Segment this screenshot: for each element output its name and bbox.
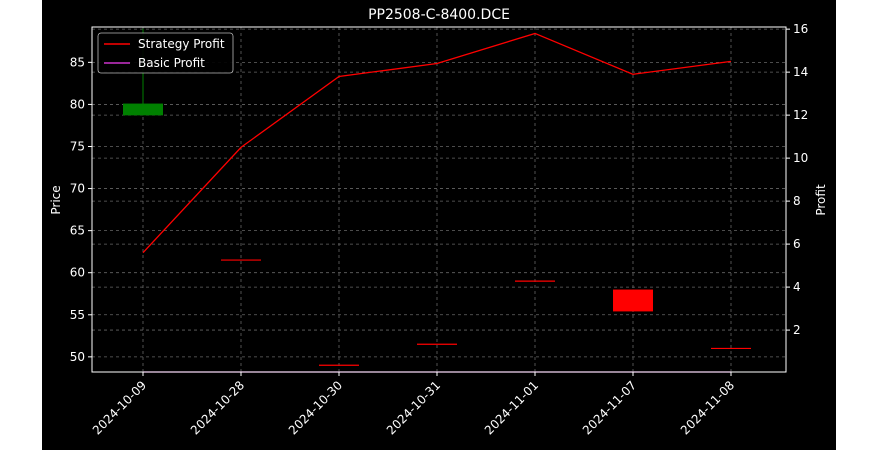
y-left-tick-label: 85 [70, 55, 85, 69]
series-line [142, 32, 732, 254]
y-right-tick-label: 8 [793, 194, 801, 208]
y-left-tick-label: 65 [70, 224, 85, 238]
y-right-tick-label: 2 [793, 323, 801, 337]
plot-frame [91, 26, 787, 373]
x-tick-label: 2024-10-30 [286, 378, 345, 437]
y-left-tick-label: 50 [70, 350, 85, 364]
x-tick-label: 2024-10-09 [90, 378, 149, 437]
candle-body [123, 103, 163, 116]
y-axis-left-label: Price [49, 185, 63, 214]
plot-area [92, 27, 786, 372]
x-tick-label: 2024-10-28 [188, 378, 247, 437]
y-right-tick-label: 6 [793, 237, 801, 251]
legend: Strategy Profit Basic Profit [97, 32, 234, 74]
y-left-tick-label: 75 [70, 139, 85, 153]
y-right-tick-label: 12 [793, 108, 808, 122]
y-right-tick-label: 16 [793, 22, 808, 36]
legend-label: Basic Profit [138, 56, 205, 70]
y-right-tick-label: 10 [793, 151, 808, 165]
candle-body [613, 289, 653, 312]
grid [92, 27, 786, 372]
x-tick-label: 2024-11-08 [678, 378, 737, 437]
chart-figure: 2024-10-09 2024-10-28 2024-10-30 2024-10-31… [42, 0, 836, 450]
y-left-tick-label: 60 [70, 266, 85, 280]
chart-svg: 2024-10-09 2024-10-28 2024-10-30 2024-10-31… [49, 7, 828, 437]
legend-box [97, 32, 234, 74]
y-left-tick-label: 80 [70, 97, 85, 111]
chart-title: PP2508-C-8400.DCE [368, 7, 510, 23]
x-tick-label: 2024-11-07 [580, 378, 639, 437]
x-tick-label: 2024-11-01 [482, 378, 541, 437]
y-axis-right-label: Profit [814, 184, 828, 216]
y-right-tick-label: 4 [793, 280, 801, 294]
y-right-tick-label: 14 [793, 65, 808, 79]
legend-label: Strategy Profit [138, 37, 225, 51]
y-left-tick-label: 55 [70, 308, 85, 322]
y-left-tick-label: 70 [70, 182, 85, 196]
x-tick-label: 2024-10-31 [384, 378, 443, 437]
